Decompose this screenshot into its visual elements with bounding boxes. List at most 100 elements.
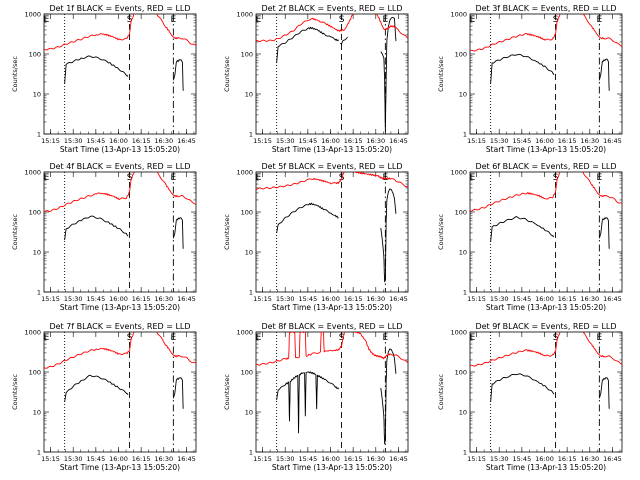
- series-lld-line: [470, 172, 561, 212]
- series-lld-line: [256, 172, 345, 190]
- plot-frame: [255, 13, 409, 135]
- series-lld-line: [582, 332, 622, 365]
- y-tick-label: 1000: [24, 328, 41, 336]
- x-tick-label: 15:30: [64, 137, 83, 145]
- series-events-line: [276, 26, 339, 63]
- x-tick-label: 15:15: [467, 295, 486, 303]
- series-events-line: [598, 377, 610, 409]
- series-events-line: [490, 53, 555, 84]
- plot-frame: [469, 171, 623, 293]
- x-tick-label: 15:45: [86, 295, 105, 303]
- x-tick-label: 15:15: [41, 137, 60, 145]
- x-tick-label: 15:15: [253, 137, 272, 145]
- x-tick-label: 15:30: [64, 295, 83, 303]
- y-tick-label: 1000: [236, 10, 253, 18]
- x-tick-label: 16:00: [109, 137, 128, 145]
- y-tick-label: 10: [33, 248, 41, 256]
- chart-title: Det 9f BLACK = Events, RED = LLD: [475, 322, 616, 331]
- y-tick-label: 1: [249, 448, 253, 456]
- series-group: [470, 172, 622, 249]
- chart-title: Det 8f BLACK = Events, RED = LLD: [261, 322, 402, 331]
- x-tick-label: 16:45: [389, 455, 408, 463]
- series-lld-line: [582, 172, 622, 204]
- chart-panel-9: Det 9f BLACK = Events, RED = LLD 1 10 100 10…: [437, 322, 623, 472]
- series-events-line: [172, 217, 184, 249]
- x-tick-label: 15:45: [512, 455, 531, 463]
- y-tick-label: 1: [249, 288, 253, 296]
- series-events-line: [598, 58, 610, 91]
- x-axis-label: Start Time (13-Apr-13 15:05:20): [272, 463, 392, 472]
- y-tick-label: 10: [33, 408, 41, 416]
- event-marker-2: S: [339, 15, 345, 25]
- event-marker-2: S: [127, 173, 133, 183]
- event-marker-3: E: [383, 15, 389, 25]
- series-events-line: [598, 217, 610, 249]
- y-tick-label: 10: [245, 90, 253, 98]
- series-events-line: [172, 377, 184, 409]
- y-tick-label: 1: [463, 448, 467, 456]
- series-group: [44, 172, 196, 249]
- series-events-line: [490, 216, 555, 242]
- x-tick-label: 15:45: [298, 455, 317, 463]
- event-marker-1: E: [44, 15, 50, 25]
- x-tick-label: 16:15: [344, 455, 363, 463]
- series-events-line: [380, 348, 397, 445]
- event-marker-1: E: [256, 173, 262, 183]
- event-marker-2: S: [553, 333, 559, 343]
- chart-panel-3: Det 3f BLACK = Events, RED = LLD 1 10 100 10…: [437, 4, 623, 154]
- series-lld-line: [353, 332, 408, 364]
- plot-frame: [469, 331, 623, 453]
- y-tick-label: 1000: [236, 328, 253, 336]
- x-tick-label: 15:30: [276, 455, 295, 463]
- series-group: [470, 14, 622, 91]
- x-tick-label: 16:30: [366, 137, 385, 145]
- x-tick-label: 15:45: [86, 137, 105, 145]
- plot-frame: [43, 171, 197, 293]
- y-axis-label: Counts/sec: [437, 56, 445, 92]
- x-tick-label: 16:00: [535, 137, 554, 145]
- y-tick-label: 10: [245, 248, 253, 256]
- x-tick-label: 16:45: [177, 137, 196, 145]
- series-lld-line: [256, 14, 408, 42]
- plot-frame: [43, 13, 197, 135]
- y-tick-label: 1: [463, 288, 467, 296]
- chart-panel-1: Det 1f BLACK = Events, RED = LLD 1 10 100 10…: [11, 4, 197, 154]
- y-tick-label: 100: [29, 50, 41, 58]
- x-tick-label: 15:15: [467, 137, 486, 145]
- x-tick-label: 15:45: [298, 295, 317, 303]
- series-events-line: [172, 59, 184, 91]
- plot-frame: [255, 331, 409, 453]
- x-tick-label: 16:30: [366, 455, 385, 463]
- y-tick-label: 10: [459, 248, 467, 256]
- x-tick-label: 16:00: [321, 455, 340, 463]
- x-axis-label: Start Time (13-Apr-13 15:05:20): [60, 145, 180, 154]
- y-tick-label: 1000: [236, 168, 253, 176]
- x-tick-label: 15:15: [253, 455, 272, 463]
- x-axis-label: Start Time (13-Apr-13 15:05:20): [60, 463, 180, 472]
- x-tick-label: 15:30: [490, 455, 509, 463]
- series-lld-line: [256, 332, 346, 366]
- y-tick-label: 1: [463, 130, 467, 138]
- x-tick-label: 16:45: [389, 137, 408, 145]
- x-axis-label: Start Time (13-Apr-13 15:05:20): [272, 145, 392, 154]
- series-group: [44, 14, 196, 91]
- x-tick-label: 16:00: [321, 137, 340, 145]
- plot-frame: [43, 331, 197, 453]
- x-tick-label: 16:30: [580, 295, 599, 303]
- event-marker-3: E: [171, 333, 177, 343]
- chart-panel-8: Det 8f BLACK = Events, RED = LLD 1 10 100 10…: [223, 322, 409, 472]
- series-lld-line: [470, 14, 561, 52]
- y-tick-label: 1: [37, 130, 41, 138]
- chart-title: Det 5f BLACK = Events, RED = LLD: [261, 162, 402, 171]
- y-tick-label: 10: [245, 408, 253, 416]
- series-events-line: [64, 55, 129, 84]
- chart-title: Det 4f BLACK = Events, RED = LLD: [49, 162, 190, 171]
- x-tick-label: 16:15: [132, 295, 151, 303]
- x-tick-label: 16:45: [603, 295, 622, 303]
- x-tick-label: 16:15: [132, 455, 151, 463]
- x-tick-label: 15:30: [64, 455, 83, 463]
- series-group: [256, 172, 408, 283]
- y-tick-label: 100: [241, 208, 253, 216]
- x-tick-label: 16:45: [177, 295, 196, 303]
- series-events-line: [64, 374, 129, 402]
